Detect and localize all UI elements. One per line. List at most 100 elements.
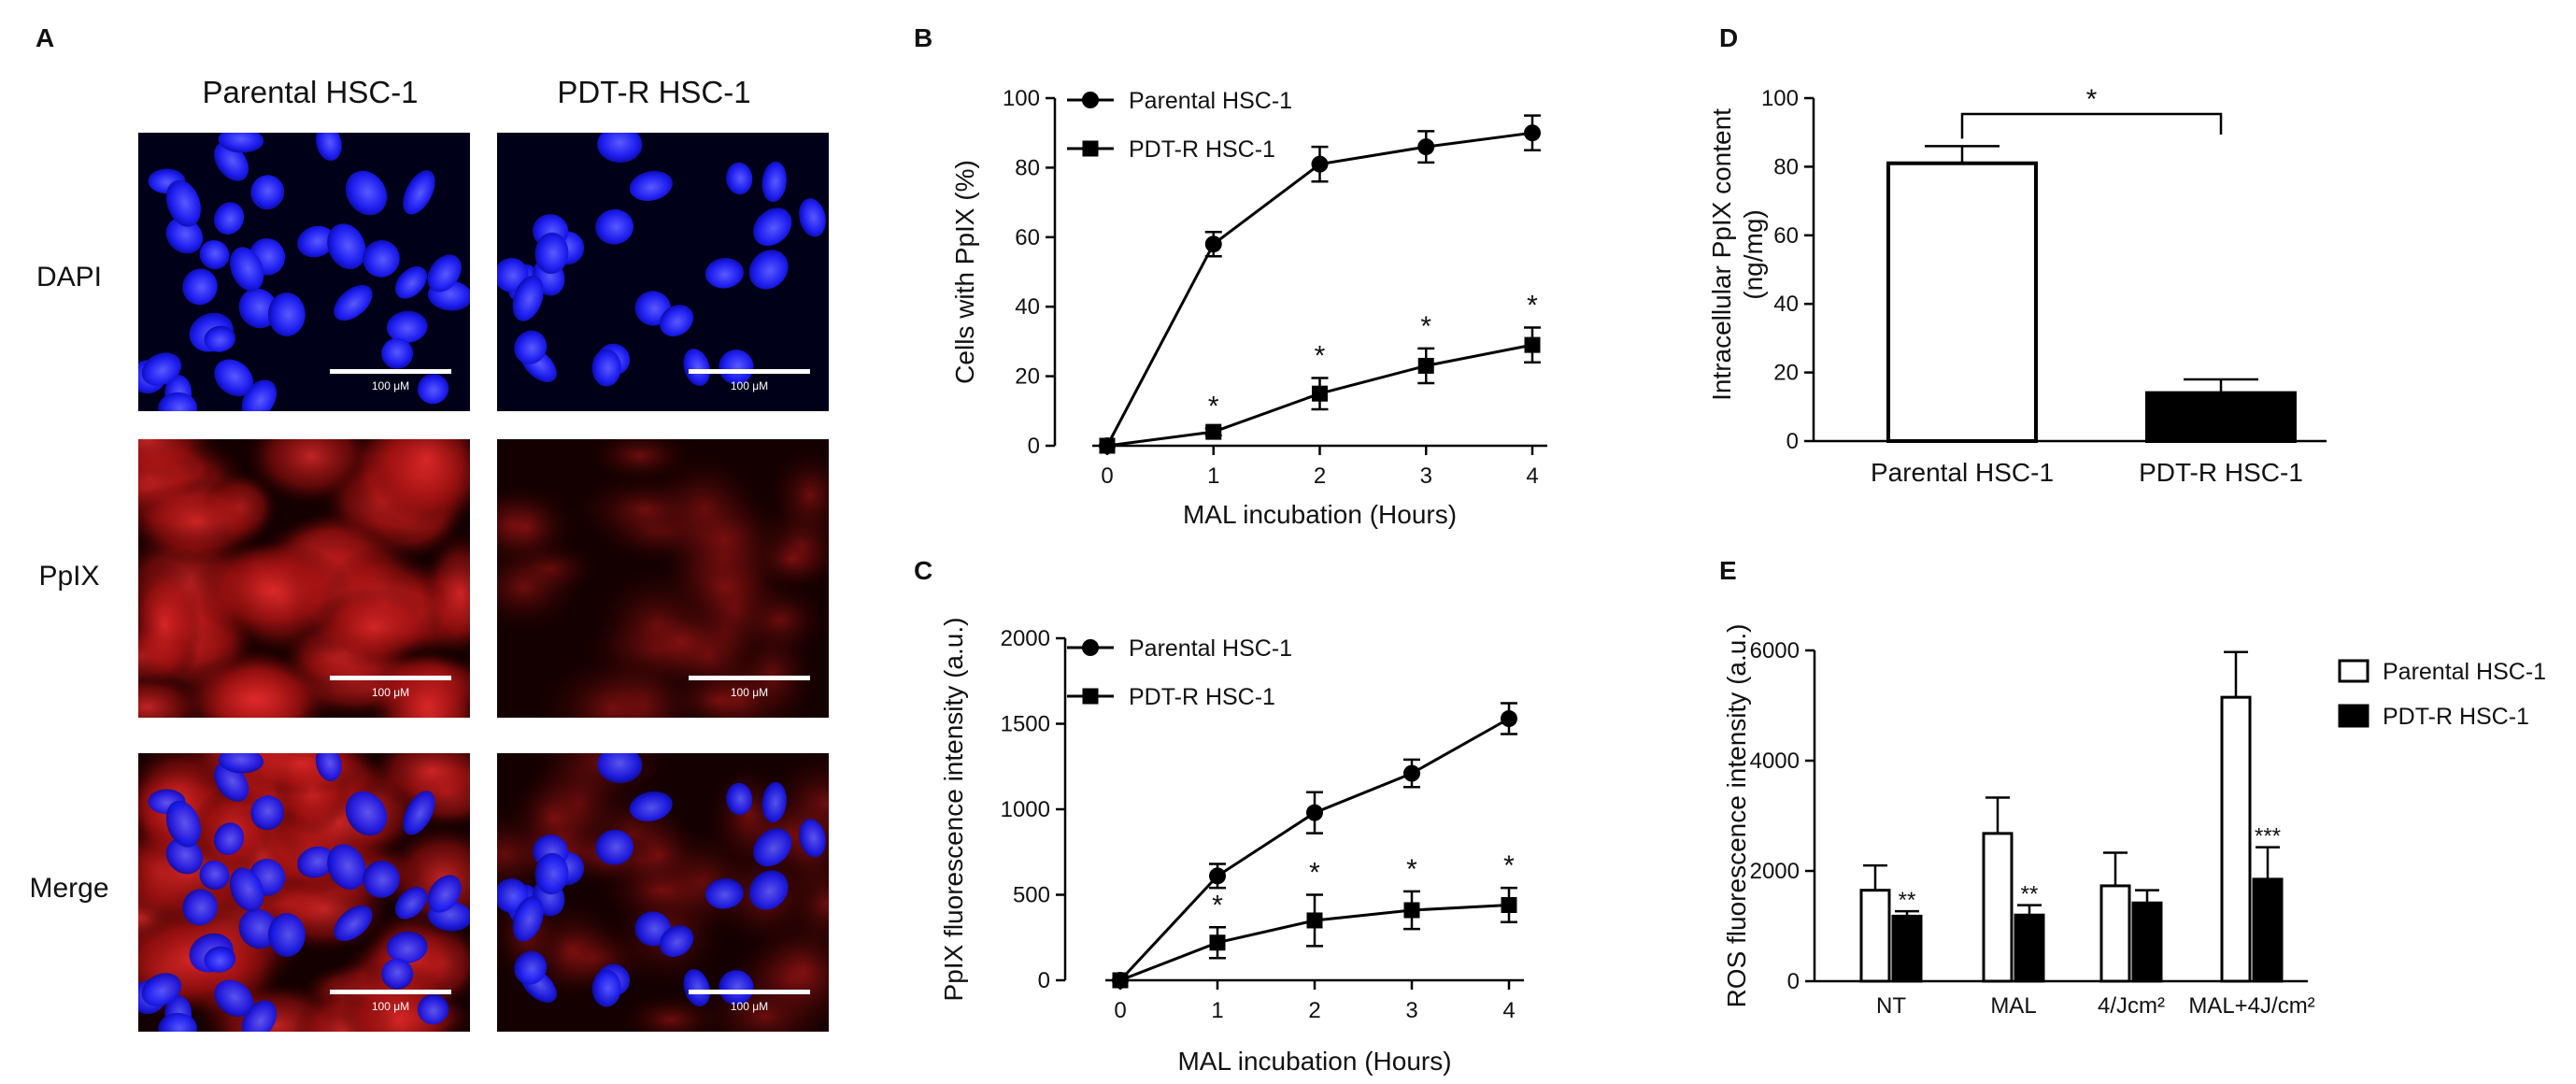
- y-tick-label: 100: [1003, 86, 1040, 111]
- legend-label: Parental HSC-1: [1129, 88, 1292, 114]
- nucleus: [158, 392, 197, 411]
- nucleus: [297, 225, 335, 258]
- nucleus: [250, 795, 285, 831]
- nucleus: [403, 170, 435, 215]
- data-point-pdtr: [1403, 902, 1420, 919]
- data-point-pdtr: [1306, 912, 1323, 929]
- nucleus: [327, 223, 366, 270]
- significance-marker: *: [2086, 84, 2098, 115]
- bar-parental: [2220, 695, 2252, 983]
- data-point-parental: [1306, 804, 1323, 821]
- ppix-signal: [138, 478, 271, 566]
- nucleus: [595, 208, 633, 245]
- y-axis-title: ROS fluorescence intensity (a.u.): [1722, 624, 1751, 1008]
- nucleus: [250, 175, 285, 210]
- nucleus: [141, 973, 182, 1006]
- ppix-signal: [616, 991, 727, 1032]
- nucleus: [334, 284, 373, 321]
- nucleus: [512, 895, 544, 942]
- nucleus: [534, 852, 569, 895]
- legend-marker: [1082, 639, 1099, 656]
- data-point-pdtr: [1524, 336, 1541, 353]
- data-point-pdtr: [1099, 437, 1116, 454]
- nucleus: [394, 886, 428, 920]
- ppix-signal: [591, 856, 732, 924]
- scale-bar-label: 100 μM: [731, 686, 768, 699]
- x-tick-label: 4: [1502, 998, 1515, 1023]
- nucleus: [327, 844, 366, 891]
- nucleus: [218, 753, 264, 774]
- significance-marker: ***: [2255, 824, 2281, 849]
- data-point-pdtr: [1501, 896, 1517, 913]
- nucleus: [753, 207, 792, 247]
- ppix-signal: [744, 909, 829, 1032]
- data-point-parental: [1311, 155, 1329, 173]
- scale-bar: [330, 676, 451, 680]
- nucleus: [334, 905, 373, 942]
- significance-marker: **: [1899, 888, 1916, 913]
- scale-bar-label: 100 μM: [731, 1000, 768, 1013]
- micrograph-merge-pdtr: 100 μM: [497, 753, 829, 1032]
- x-tick-label: 4: [1526, 464, 1538, 489]
- data-point-parental: [1417, 138, 1435, 156]
- y-tick-label: 20: [1773, 361, 1799, 386]
- nucleus: [182, 889, 218, 926]
- y-tick-label: 80: [1015, 155, 1040, 180]
- y-tick-label: 40: [1773, 292, 1799, 317]
- scale-bar-label: 100 μM: [372, 379, 409, 392]
- y-tick-label: 80: [1773, 154, 1799, 179]
- nucleus: [597, 753, 643, 784]
- panel-letter-b: B: [914, 23, 932, 52]
- panel-a: A Parental HSC-1 PDT-R HSC-1 DAPI PpIX M…: [29, 23, 829, 1032]
- legend-label: Parental HSC-1: [2383, 659, 2546, 685]
- data-point-parental: [1209, 867, 1226, 885]
- nucleus: [704, 877, 744, 909]
- nucleus: [417, 373, 449, 405]
- nucleus: [386, 931, 428, 963]
- nucleus: [403, 791, 435, 835]
- legend-marker: [1082, 92, 1099, 108]
- bar-pdtr: [2014, 913, 2045, 983]
- scale-bar: [330, 369, 451, 374]
- nucleus: [591, 349, 621, 387]
- y-tick-label: 4000: [1750, 749, 1800, 774]
- x-tick-label: 0: [1101, 464, 1113, 489]
- data-point-parental: [1403, 764, 1420, 782]
- ppix-signal: [366, 439, 470, 524]
- nucleus: [748, 250, 789, 290]
- bar-pdtr: [2252, 877, 2284, 983]
- nucleus: [214, 979, 254, 1018]
- y-tick-label: 60: [1773, 223, 1799, 249]
- nucleus: [199, 239, 230, 270]
- nucleus: [534, 232, 569, 275]
- y-tick-label: 6000: [1750, 638, 1800, 663]
- panel-letter-d: D: [1719, 23, 1738, 52]
- nucleus: [659, 925, 694, 958]
- y-tick-label: 0: [1038, 968, 1050, 993]
- x-category-label: MAL+4J/cm²: [2188, 993, 2314, 1019]
- nucleus: [158, 1012, 197, 1032]
- nucleus: [427, 875, 462, 913]
- bar-parental: [1886, 161, 2038, 443]
- micrograph-dapi-parental: 100 μM: [138, 133, 470, 411]
- row-header-dapi: DAPI: [36, 262, 102, 292]
- nucleus: [417, 993, 449, 1025]
- x-category-label: Parental HSC-1: [1871, 458, 2054, 487]
- nucleus: [683, 349, 710, 387]
- bar-pdtr: [1891, 914, 1923, 983]
- nucleus: [514, 330, 548, 364]
- significance-marker: *: [1420, 311, 1431, 342]
- nucleus: [761, 781, 787, 823]
- nucleus: [165, 179, 201, 227]
- nucleus: [363, 860, 400, 898]
- nucleus: [597, 133, 643, 164]
- nucleus: [238, 288, 278, 329]
- scale-bar-label: 100 μM: [731, 379, 768, 392]
- nucleus: [204, 946, 236, 973]
- y-tick-label: 500: [1013, 883, 1050, 908]
- bar-parental: [2099, 884, 2131, 983]
- ppix-signal: [765, 445, 829, 546]
- y-tick-label: 0: [1028, 434, 1040, 459]
- y-tick-label: 1000: [1001, 797, 1050, 822]
- significance-marker: *: [1309, 858, 1320, 889]
